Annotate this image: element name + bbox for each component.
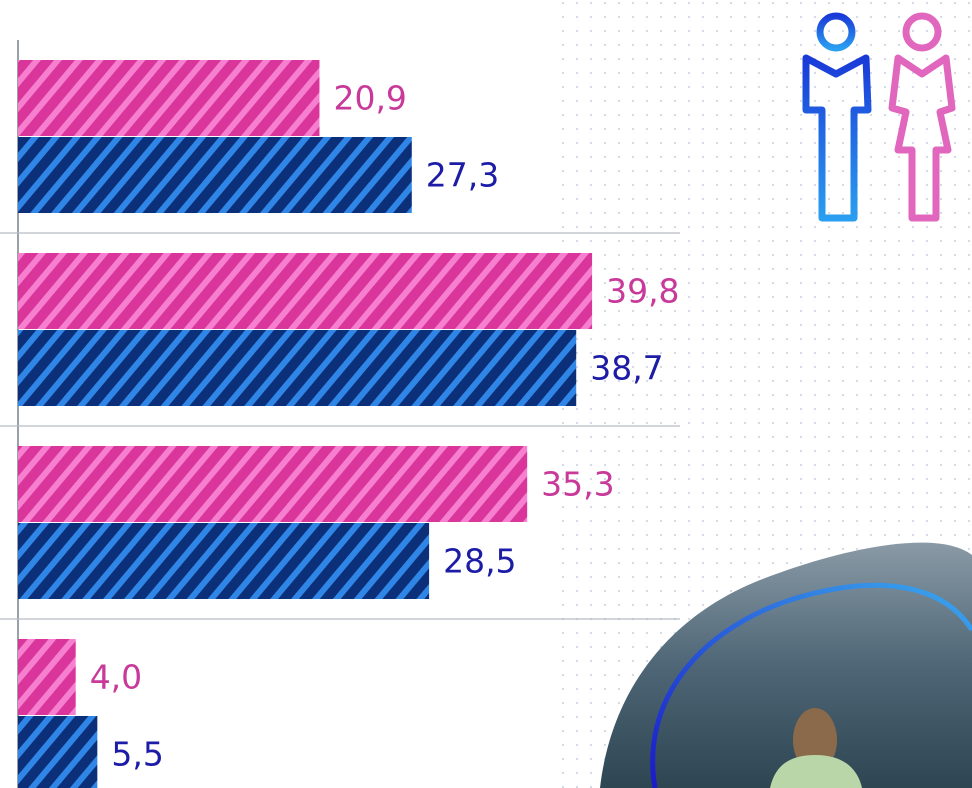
value-label: 38,7 (590, 349, 663, 388)
value-label: 5,5 (111, 735, 163, 774)
bar (18, 253, 593, 329)
value-label: 4,0 (90, 658, 142, 697)
bar (18, 639, 76, 715)
bar (18, 523, 430, 599)
people-icon (802, 12, 956, 222)
value-label: 39,8 (606, 272, 679, 311)
value-label: 27,3 (426, 156, 499, 195)
bar (18, 716, 98, 788)
bar (18, 60, 320, 136)
value-label: 20,9 (333, 79, 406, 118)
bar (18, 446, 528, 522)
photo-blob (600, 542, 972, 788)
value-label: 28,5 (443, 542, 516, 581)
bar (18, 330, 577, 406)
value-label: 35,3 (541, 465, 614, 504)
bar (18, 137, 412, 213)
